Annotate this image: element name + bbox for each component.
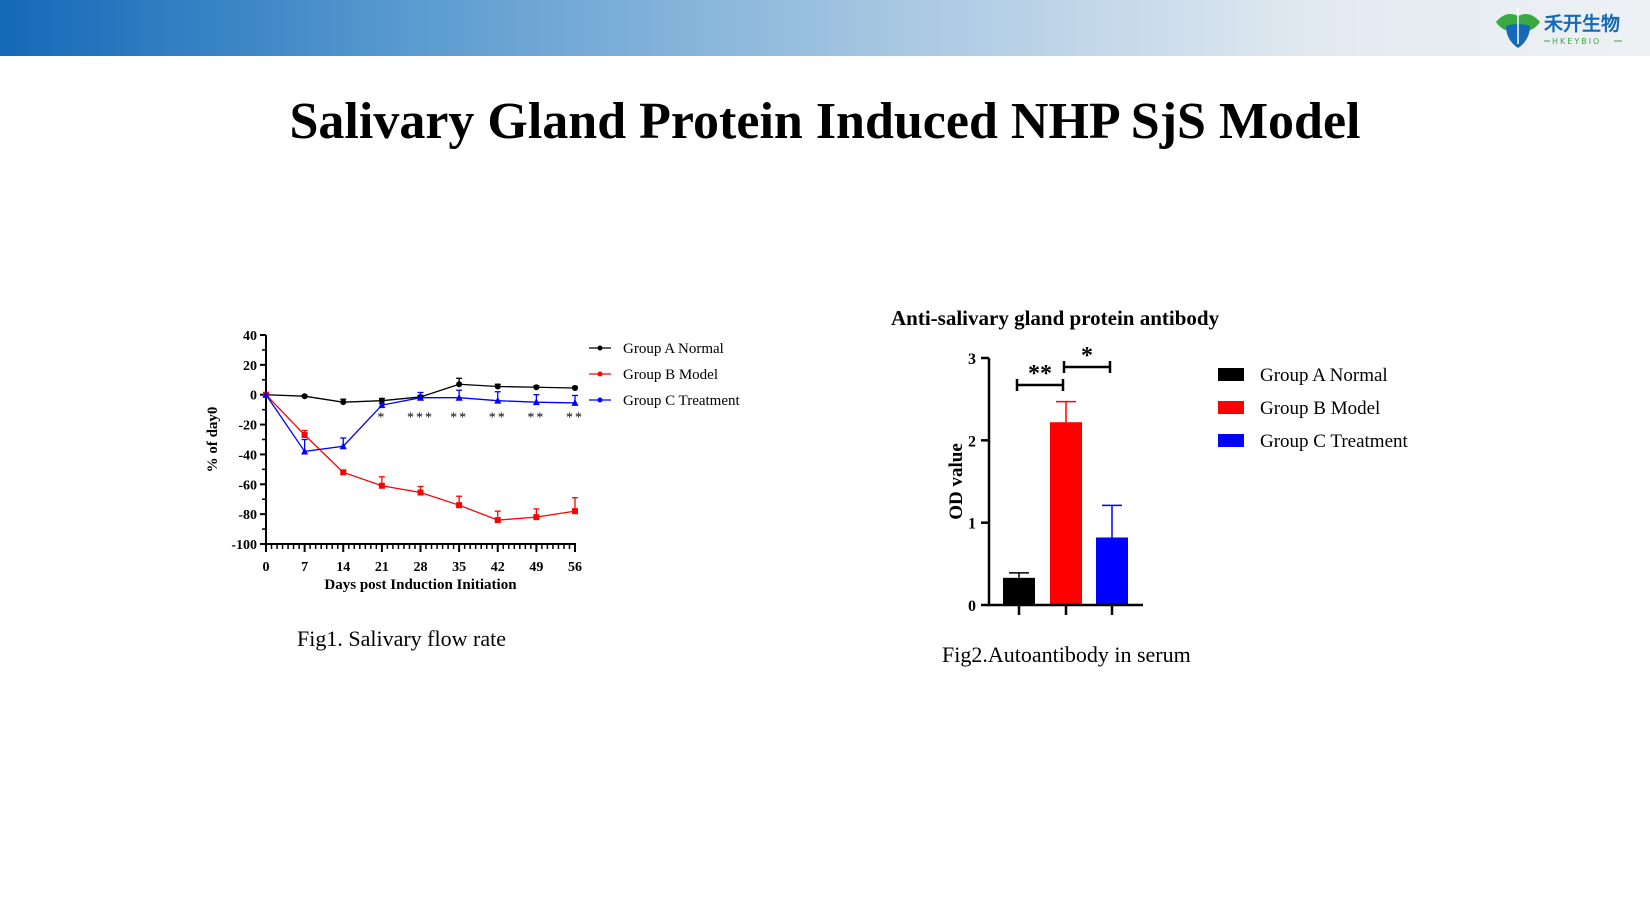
data-point [340, 469, 347, 476]
legend-marker [597, 397, 603, 403]
data-point [378, 397, 385, 404]
significance-marker: ** [489, 411, 507, 426]
data-point [417, 393, 424, 401]
x-tick-label: 21 [375, 560, 389, 575]
data-point [532, 398, 540, 406]
data-point [378, 401, 386, 409]
legend-swatch [1218, 401, 1244, 414]
data-point [417, 489, 424, 496]
page-title: Salivary Gland Protein Induced NHP SjS M… [289, 93, 1361, 150]
data-point [494, 517, 501, 524]
svg-text:HKEYBIO: HKEYBIO [1552, 37, 1601, 46]
significance-marker: ** [450, 411, 468, 426]
y-tick-label: -40 [238, 448, 257, 463]
y-axis-label: OD value [946, 443, 967, 520]
legend-swatch [1218, 368, 1244, 381]
data-point [378, 482, 385, 489]
bar-0 [1003, 577, 1035, 605]
significance-marker: * [377, 411, 386, 426]
y-axis-label: % of day0 [205, 407, 221, 473]
significance-marker: * [1081, 343, 1093, 369]
legend-label: Group A Normal [1260, 365, 1388, 386]
data-point [571, 398, 579, 406]
significance-marker: ** [1028, 361, 1052, 387]
significance-marker: *** [407, 411, 434, 426]
bar-2 [1096, 537, 1128, 605]
x-tick-label: 35 [452, 560, 466, 575]
data-point [533, 384, 540, 391]
legend-swatch [1218, 434, 1244, 447]
data-point [455, 393, 463, 401]
data-point [456, 502, 463, 509]
fig2-caption: Fig2.Autoantibody in serum [942, 642, 1191, 667]
significance-marker: ** [566, 411, 584, 426]
y-tick-label: 40 [243, 329, 257, 344]
data-point [301, 447, 309, 455]
y-tick-label: 1 [968, 516, 976, 533]
y-tick-label: -100 [231, 538, 257, 553]
legend-label: Group A Normal [623, 341, 724, 357]
legend-marker [597, 371, 603, 377]
x-tick-label: 49 [529, 560, 543, 575]
y-tick-label: 20 [243, 359, 257, 374]
data-point [494, 396, 502, 404]
fig1-caption: Fig1. Salivary flow rate [297, 626, 506, 651]
x-tick-label: 14 [336, 560, 350, 575]
company-logo: 禾开生物 HKEYBIO [1496, 8, 1622, 48]
data-point [572, 508, 578, 515]
y-tick-label: 2 [968, 433, 976, 450]
legend-label: Group C Treatment [1260, 431, 1409, 452]
x-tick-label: 56 [568, 560, 582, 575]
data-point [339, 442, 347, 450]
data-point [340, 399, 347, 406]
header-bar [0, 0, 1650, 56]
data-point [533, 514, 540, 521]
x-axis-label: Days post Induction Initiation [324, 577, 517, 593]
legend-label: Group B Model [1260, 398, 1380, 419]
legend-label: Group B Model [623, 367, 718, 383]
x-tick-label: 0 [263, 560, 270, 575]
y-tick-label: 3 [968, 351, 976, 368]
y-tick-label: 0 [250, 389, 257, 404]
y-tick-label: -60 [238, 478, 257, 493]
significance-marker: ** [527, 411, 545, 426]
y-tick-label: 0 [968, 598, 976, 615]
svg-text:禾开生物: 禾开生物 [1544, 12, 1620, 35]
data-point [301, 393, 308, 400]
chart-title: Anti-salivary gland protein antibody [891, 306, 1220, 330]
x-tick-label: 7 [301, 560, 308, 575]
legend-label: Group C Treatment [623, 393, 741, 409]
data-point [494, 383, 501, 390]
data-point [572, 384, 578, 391]
y-tick-label: -20 [238, 419, 257, 434]
data-point [456, 381, 463, 388]
y-tick-label: -80 [238, 508, 257, 523]
data-point [301, 432, 308, 439]
legend-marker [597, 345, 603, 351]
x-tick-label: 28 [414, 560, 428, 575]
bar-1 [1050, 422, 1082, 605]
x-tick-label: 42 [491, 560, 505, 575]
data-point [262, 390, 270, 398]
